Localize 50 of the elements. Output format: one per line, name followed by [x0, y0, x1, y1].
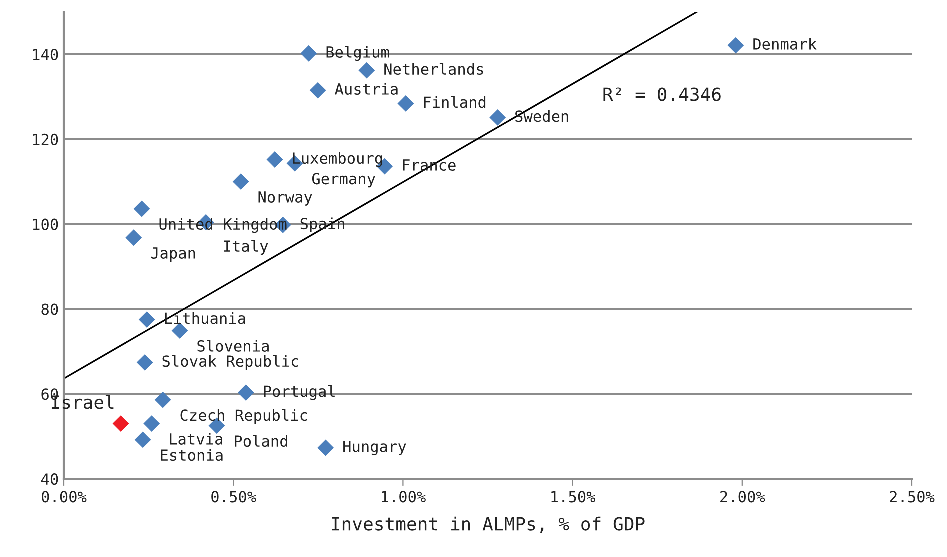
point	[300, 45, 318, 62]
point	[728, 37, 744, 54]
annotation: Germany	[312, 173, 376, 188]
x-tick-label: 2.50%	[890, 491, 935, 503]
point	[126, 230, 142, 246]
point	[134, 432, 152, 448]
annotation: Japan	[151, 248, 196, 262]
y-tick-label: 80	[42, 304, 58, 316]
annotation: Sweden	[516, 110, 568, 122]
point	[112, 416, 130, 432]
annotation: Slovenia	[198, 340, 269, 352]
point	[138, 312, 156, 328]
point	[238, 384, 254, 402]
x-tick-label: 1.50%	[552, 491, 596, 503]
point	[154, 392, 172, 408]
annotation: Belgium	[326, 46, 390, 62]
x-tick-label: 1.00%	[382, 491, 426, 503]
x-tick-label: 2.00%	[720, 491, 766, 503]
annotation: Norway	[258, 192, 312, 206]
annotation: Slovak Republic	[162, 355, 298, 370]
annotation: Netherlands	[384, 63, 484, 76]
annotation: Austria	[335, 83, 398, 96]
point	[136, 354, 154, 371]
y-tick-label: 120	[33, 134, 58, 146]
y-tick-label: 100	[33, 218, 58, 230]
y-tick-label: 40	[42, 474, 58, 486]
annotation: Denmark	[754, 38, 817, 50]
x-tick-label: 0.00%	[42, 491, 87, 503]
annotation: Czech Republic	[180, 409, 308, 424]
point	[358, 62, 376, 79]
point	[144, 416, 160, 432]
point	[232, 174, 250, 190]
x-tick-label: 0.50%	[212, 491, 256, 503]
annotation: R² = 0.4346	[604, 88, 721, 102]
annotation: Italy	[224, 240, 268, 256]
point	[318, 440, 334, 456]
point	[310, 82, 326, 99]
annotation: Lithuania	[165, 312, 246, 324]
point	[134, 200, 150, 218]
x-axis-title: Investment in ALMPs, % of GDP	[332, 516, 645, 534]
point	[266, 152, 284, 168]
annotation: Hungary	[344, 441, 406, 456]
annotation: Portugal	[264, 385, 335, 400]
point	[490, 109, 506, 126]
y-tick-label: 140	[33, 48, 58, 61]
annotation: Finland	[424, 96, 486, 108]
annotation: Estonia	[161, 449, 223, 462]
annotation: Poland	[235, 435, 288, 448]
point	[398, 95, 414, 112]
annotation: Latvia	[170, 433, 222, 445]
